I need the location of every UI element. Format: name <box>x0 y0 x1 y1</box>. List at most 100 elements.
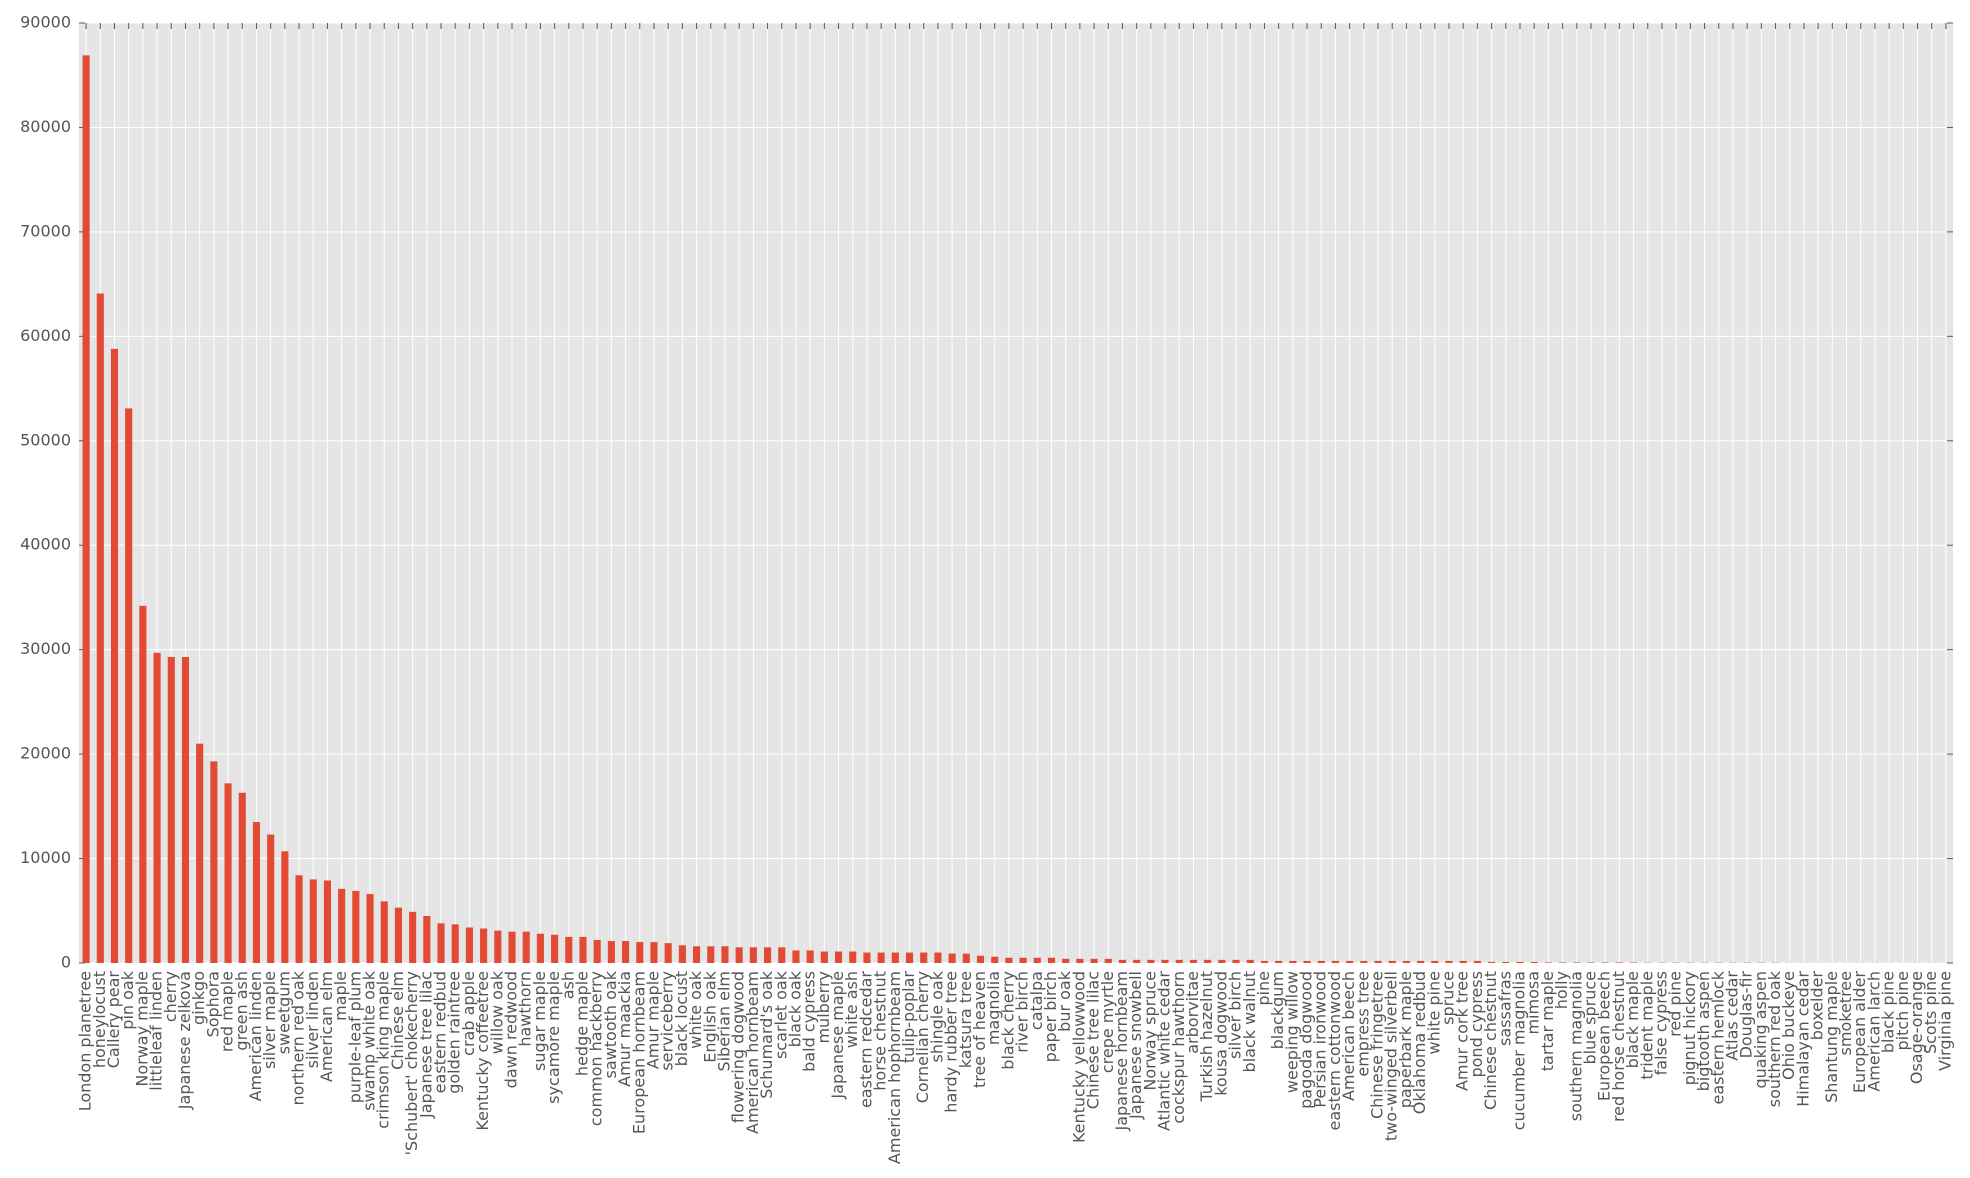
y-tick-label: 40000 <box>20 535 71 554</box>
x-tick-label: black cherry <box>998 971 1017 1070</box>
bar <box>948 953 956 963</box>
x-tick-label: red horse chestnut <box>1609 971 1628 1122</box>
x-tick-label: silver linden <box>303 971 322 1068</box>
x-tick-label: shingle oak <box>927 970 946 1062</box>
x-tick-label: Japanese maple <box>828 971 847 1100</box>
bar <box>338 888 346 963</box>
x-tick-label: red pine <box>1666 971 1685 1037</box>
bar <box>1204 959 1212 963</box>
bar <box>423 916 431 963</box>
x-tick-label: Schumard's oak <box>757 970 776 1098</box>
bar <box>920 952 928 963</box>
x-tick-label: paperbark maple <box>1396 971 1415 1108</box>
x-tick-label: Japanese zelkova <box>175 971 194 1110</box>
x-tick-label: white ash <box>842 971 861 1048</box>
x-tick-label: flowering dogwood <box>729 971 748 1123</box>
bar <box>891 952 899 963</box>
x-tick-label: Cornelian cherry <box>913 971 932 1103</box>
x-tick-label: scarlet oak <box>771 970 790 1059</box>
x-tick-label: willow oak <box>487 970 506 1054</box>
x-tick-label: Chinese elm <box>388 971 407 1070</box>
x-tick-label: trident maple <box>1637 971 1656 1080</box>
bar <box>1615 962 1623 963</box>
x-tick-label: weeping willow <box>1282 971 1301 1093</box>
x-tick-label: boxelder <box>1808 971 1827 1041</box>
bar <box>252 822 261 963</box>
x-tick-label: kousa dogwood <box>1211 971 1230 1096</box>
bar <box>622 941 630 963</box>
bar <box>281 851 289 963</box>
x-tick-label: serviceberry <box>658 971 677 1071</box>
x-tick-label: black walnut <box>1240 971 1259 1072</box>
bar <box>309 879 317 963</box>
x-tick-label: 'Schubert' chokecherry <box>402 971 421 1155</box>
y-tick-label: 30000 <box>20 639 71 658</box>
x-tick-label: cockspur hawthorn <box>1169 971 1188 1124</box>
bar <box>863 952 871 963</box>
bar <box>1374 960 1382 963</box>
x-tick-label: sycamore maple <box>544 971 563 1104</box>
x-tick-label: mulberry <box>814 971 833 1044</box>
bar <box>238 792 246 963</box>
x-tick-label: silver birch <box>1226 971 1245 1059</box>
bar <box>707 946 715 963</box>
x-tick-label: Japanese tree lilac <box>416 971 435 1119</box>
x-tick-label: pignut hickory <box>1680 971 1699 1085</box>
bar <box>1232 959 1240 963</box>
x-tick-label: Virginia pine <box>1935 971 1954 1071</box>
bar <box>267 834 275 963</box>
x-tick-label: cherry <box>161 971 180 1022</box>
x-tick-label: smoketree <box>1836 971 1855 1055</box>
bar <box>650 942 658 963</box>
plot-area <box>79 23 1953 963</box>
x-tick-label: spruce <box>1439 971 1458 1025</box>
y-tick-label: 10000 <box>20 848 71 867</box>
bar <box>480 928 488 963</box>
x-tick-label: holly <box>1552 971 1571 1009</box>
x-tick-label: sugar maple <box>530 971 549 1071</box>
bar <box>1275 960 1283 963</box>
x-tick-label: Douglas-fir <box>1737 971 1756 1059</box>
bar <box>1047 957 1056 963</box>
bar <box>820 951 828 963</box>
bar <box>749 947 757 963</box>
x-tick-label: Atlas cedar <box>1722 971 1741 1061</box>
bar <box>1303 960 1311 963</box>
bar <box>1388 960 1396 963</box>
x-tick-label: river birch <box>1013 971 1032 1053</box>
x-tick-label: Amur maple <box>643 971 662 1069</box>
x-tick-label: ginkgo <box>189 971 208 1025</box>
bar <box>409 911 417 963</box>
x-tick-label: Norway spruce <box>1140 971 1159 1091</box>
x-tick-label: pagoda dogwood <box>1297 971 1316 1109</box>
x-tick-label: hardy rubber tree <box>942 971 961 1113</box>
bar <box>1530 961 1538 963</box>
x-tick-label: Osage-orange <box>1907 971 1926 1084</box>
bar <box>1076 958 1084 963</box>
x-tick-label: crepe myrtle <box>1098 971 1117 1073</box>
bar <box>1473 960 1481 963</box>
x-tick-label: European hornbeam <box>629 971 648 1134</box>
bar <box>508 931 516 963</box>
x-tick-label: crimson king maple <box>374 971 393 1129</box>
bar <box>1630 962 1638 963</box>
x-tick-label: arborvitae <box>1183 971 1202 1054</box>
x-tick-label: European alder <box>1850 971 1869 1094</box>
bar <box>1317 960 1325 963</box>
x-tick-label: Kentucky yellowwood <box>1069 971 1088 1143</box>
bar <box>522 931 530 963</box>
bar <box>167 656 175 963</box>
bar <box>437 923 445 963</box>
bar <box>1459 960 1467 963</box>
bar <box>451 924 459 963</box>
x-tick-label: sassafras <box>1495 971 1514 1046</box>
x-tick-label: bur oak <box>1055 970 1074 1032</box>
bar <box>991 956 999 963</box>
x-tick-label: white pine <box>1424 971 1443 1054</box>
x-tick-label: Scots pine <box>1921 971 1940 1054</box>
bar <box>224 783 232 963</box>
x-tick-label: Oklahoma redbud <box>1410 971 1429 1114</box>
bar <box>153 652 161 963</box>
x-tick-label: bigtooth aspen <box>1694 971 1713 1091</box>
x-tick-label: eastern redbud <box>431 971 450 1093</box>
